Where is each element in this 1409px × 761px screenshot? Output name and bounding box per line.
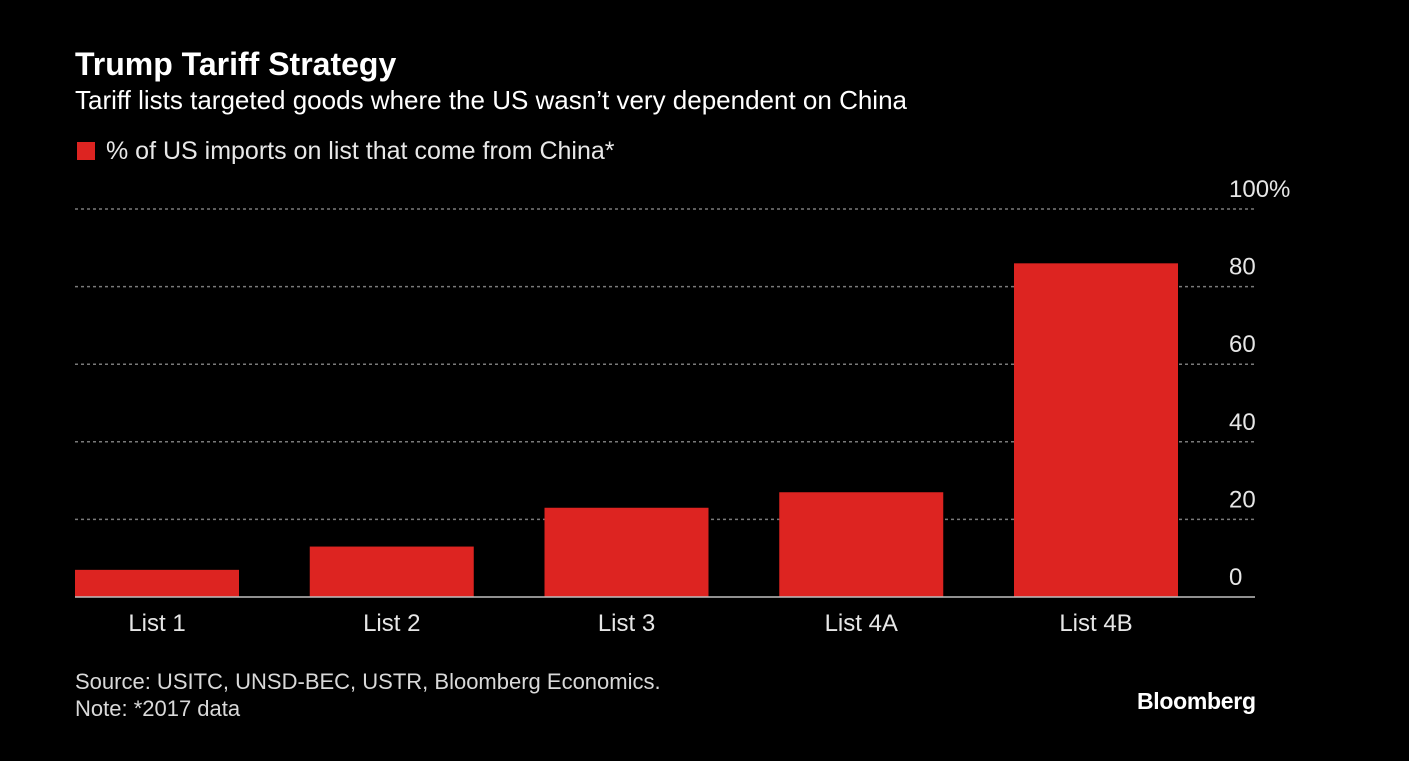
legend: % of US imports on list that come from C… — [77, 135, 615, 167]
x-tick-label: List 2 — [363, 610, 420, 637]
y-tick-label: 20 — [1229, 486, 1256, 513]
x-tick-label: List 4A — [825, 610, 898, 637]
x-tick-label: List 4B — [1059, 610, 1132, 637]
bar — [1014, 263, 1178, 597]
x-tick-label: List 1 — [128, 610, 185, 637]
source-text: Source: USITC, UNSD-BEC, USTR, Bloomberg… — [75, 669, 661, 694]
y-tick-label: 60 — [1229, 331, 1256, 358]
y-tick-label: 40 — [1229, 409, 1256, 436]
chart-subtitle: Tariff lists targeted goods where the US… — [75, 85, 907, 115]
source-notes: Source: USITC, UNSD-BEC, USTR, Bloomberg… — [75, 668, 661, 722]
chart-title: Trump Tariff Strategy — [75, 46, 397, 82]
y-tick-label: 80 — [1229, 254, 1256, 281]
y-tick-label: 0 — [1229, 564, 1242, 591]
bloomberg-logo: Bloomberg — [1137, 688, 1256, 714]
bar — [779, 492, 944, 597]
bar — [309, 546, 474, 597]
legend-swatch — [77, 142, 95, 160]
bar — [75, 569, 239, 597]
note-text: Note: *2017 data — [75, 696, 241, 721]
bar — [544, 507, 709, 597]
y-tick-label: 100% — [1229, 176, 1290, 203]
x-tick-label: List 3 — [598, 610, 655, 637]
legend-label: % of US imports on list that come from C… — [106, 136, 615, 165]
